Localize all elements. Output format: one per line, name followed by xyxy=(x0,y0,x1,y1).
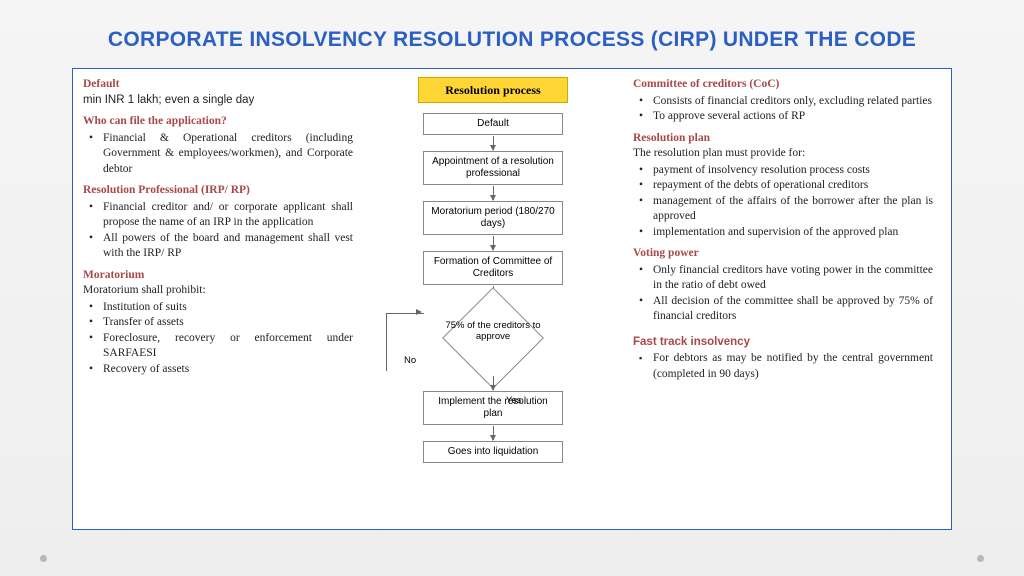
diamond-label: 75% of the creditors to approve xyxy=(443,321,543,343)
flow-step-committee: Formation of Committee of Creditors xyxy=(423,251,563,285)
flow-step-liquidation: Goes into liquidation xyxy=(423,441,563,463)
heading-moratorium: Moratorium xyxy=(83,268,353,284)
list-item: To approve several actions of RP xyxy=(645,109,933,125)
list-item: Recovery of assets xyxy=(95,362,353,378)
who-list: Financial & Operational creditors (inclu… xyxy=(83,131,353,178)
list-item: management of the affairs of the borrowe… xyxy=(645,194,933,225)
content-frame: Default min INR 1 lakh; even a single da… xyxy=(72,68,952,530)
flow-step-default: Default xyxy=(423,113,563,135)
right-column: Committee of creditors (CoC) Consists of… xyxy=(623,77,933,521)
heading-plan: Resolution plan xyxy=(633,131,933,147)
default-text: min INR 1 lakh; even a single day xyxy=(83,93,353,109)
list-item: All powers of the board and management s… xyxy=(95,231,353,262)
flow-step-implement: Implement the resolution plan xyxy=(423,391,563,425)
flow-header: Resolution process xyxy=(418,77,568,103)
heading-rp: Resolution Professional (IRP/ RP) xyxy=(83,183,353,199)
fasttrack-list: For debtors as may be notified by the ce… xyxy=(633,351,933,382)
list-item: Consists of financial creditors only, ex… xyxy=(645,94,933,110)
decorative-dot xyxy=(977,555,984,562)
heading-voting: Voting power xyxy=(633,246,933,262)
heading-coc: Committee of creditors (CoC) xyxy=(633,77,933,93)
loop-line xyxy=(386,313,424,371)
heading-default: Default xyxy=(83,77,353,93)
list-item: Financial & Operational creditors (inclu… xyxy=(95,131,353,178)
voting-list: Only financial creditors have voting pow… xyxy=(633,263,933,325)
moratorium-list: Institution of suits Transfer of assets … xyxy=(83,300,353,378)
list-item: All decision of the committee shall be a… xyxy=(645,294,933,325)
heading-who: Who can file the application? xyxy=(83,114,353,130)
yes-label: Yes xyxy=(506,395,522,408)
heading-fasttrack: Fast track insolvency xyxy=(633,335,933,351)
arrow-down-icon xyxy=(493,376,494,390)
flow-decision: 75% of the creditors to approve xyxy=(423,301,563,375)
arrow-down-icon xyxy=(493,136,494,150)
plan-list: payment of insolvency resolution process… xyxy=(633,163,933,241)
rp-list: Financial creditor and/ or corporate app… xyxy=(83,200,353,262)
flow-step-appointment: Appointment of a resolution professional xyxy=(423,151,563,185)
list-item: Transfer of assets xyxy=(95,315,353,331)
flowchart-column: Resolution process Default Appointment o… xyxy=(363,77,623,521)
list-item: Institution of suits xyxy=(95,300,353,316)
list-item: Foreclosure, recovery or enforcement und… xyxy=(95,331,353,362)
list-item: Financial creditor and/ or corporate app… xyxy=(95,200,353,231)
flowchart: Resolution process Default Appointment o… xyxy=(378,77,608,463)
plan-intro: The resolution plan must provide for: xyxy=(633,146,933,162)
flow-step-moratorium: Moratorium period (180/270 days) xyxy=(423,201,563,235)
list-item: Only financial creditors have voting pow… xyxy=(645,263,933,294)
moratorium-intro: Moratorium shall prohibit: xyxy=(83,283,353,299)
page-title: CORPORATE INSOLVENCY RESOLUTION PROCESS … xyxy=(0,0,1024,68)
arrow-down-icon xyxy=(493,186,494,200)
list-item: implementation and supervision of the ap… xyxy=(645,225,933,241)
list-item: payment of insolvency resolution process… xyxy=(645,163,933,179)
arrow-down-icon xyxy=(493,426,494,440)
list-item: For debtors as may be notified by the ce… xyxy=(645,351,933,382)
list-item: repayment of the debts of operational cr… xyxy=(645,178,933,194)
decorative-dot xyxy=(40,555,47,562)
arrow-down-icon xyxy=(493,236,494,250)
left-column: Default min INR 1 lakh; even a single da… xyxy=(83,77,363,521)
coc-list: Consists of financial creditors only, ex… xyxy=(633,94,933,125)
loop-arrow-icon xyxy=(416,309,422,315)
